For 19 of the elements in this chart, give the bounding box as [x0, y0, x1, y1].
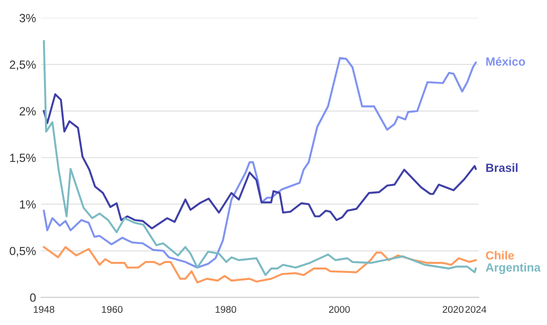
- line-series: [42, 93, 477, 230]
- y-tick-label: 0,5%: [10, 246, 36, 257]
- x-tick-label: 2020: [442, 306, 464, 313]
- series-label: Argentina: [486, 262, 541, 274]
- x-tick-label: 1948: [34, 306, 54, 313]
- y-tick-label: 0: [30, 293, 36, 302]
- y-tick-label: 2%: [20, 107, 36, 116]
- series-label: Brasil: [486, 163, 518, 172]
- y-tick-label: 1%: [20, 200, 36, 209]
- x-tick-label: 2024: [465, 306, 486, 313]
- series-label: México: [486, 56, 526, 66]
- y-tick-label: 2,5%: [10, 60, 36, 70]
- line-series: [42, 246, 477, 284]
- x-tick-label: 2000: [329, 306, 350, 313]
- y-tick-label: 1,5%: [10, 154, 36, 164]
- y-tick-label: 3%: [20, 14, 36, 22]
- series-label: Chile: [486, 250, 514, 260]
- x-tick-label: 1980: [216, 306, 236, 313]
- x-tick-label: 1960: [102, 306, 122, 313]
